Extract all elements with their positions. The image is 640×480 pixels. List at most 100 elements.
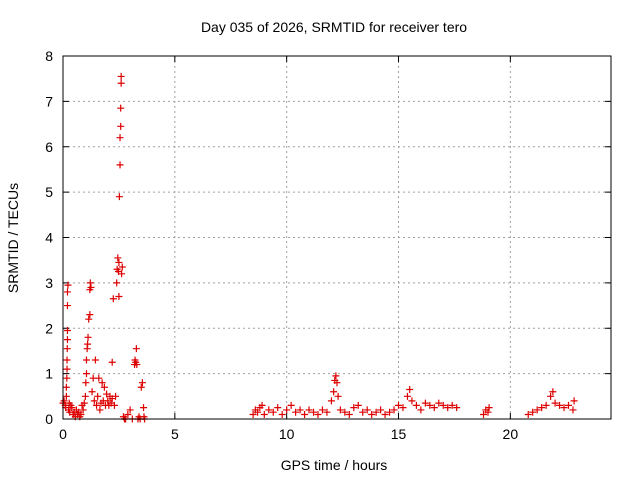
- y-tick-label: 6: [45, 139, 53, 155]
- data-point: [430, 404, 438, 412]
- data-point: [117, 122, 125, 130]
- chart-title: Day 035 of 2026, SRMTID for receiver ter…: [201, 19, 467, 35]
- data-point: [118, 263, 126, 271]
- data-point: [310, 408, 318, 416]
- data-point: [63, 327, 71, 335]
- data-point: [333, 379, 341, 387]
- data-point: [372, 408, 380, 416]
- data-point: [82, 356, 90, 364]
- data-point: [549, 388, 557, 396]
- plot-frame: [62, 55, 612, 420]
- data-point: [448, 401, 456, 409]
- y-tick-label: 0: [45, 411, 53, 427]
- y-tick-label: 3: [45, 275, 53, 291]
- data-point: [81, 392, 89, 400]
- data-point: [133, 361, 141, 369]
- data-point: [140, 404, 148, 412]
- data-point: [68, 404, 76, 412]
- data-point: [406, 386, 414, 394]
- data-point: [421, 399, 429, 407]
- data-point: [314, 410, 322, 418]
- data-point: [116, 134, 124, 142]
- axis-ticks: 0 5 10 15 20 0 1 2 3 4 5 6 7 8: [45, 48, 611, 442]
- data-point: [377, 406, 385, 414]
- data-point: [60, 397, 68, 405]
- data-point: [439, 401, 447, 409]
- data-point: [94, 392, 102, 400]
- data-point: [98, 379, 106, 387]
- data-point: [569, 406, 577, 414]
- data-point: [292, 408, 300, 416]
- data-point: [296, 406, 304, 414]
- data-point: [381, 410, 389, 418]
- data-point: [274, 404, 282, 412]
- data-point: [115, 193, 123, 201]
- data-point: [132, 345, 140, 353]
- data-point: [570, 397, 578, 405]
- x-tick-label: 15: [391, 426, 407, 442]
- data-point: [336, 406, 344, 414]
- data-point: [327, 397, 335, 405]
- data-point: [330, 388, 338, 396]
- y-tick-label: 2: [45, 320, 53, 336]
- data-point: [560, 404, 568, 412]
- data-point: [124, 410, 132, 418]
- data-point: [412, 401, 420, 409]
- data-point: [278, 410, 286, 418]
- data-point: [88, 388, 96, 396]
- data-point: [287, 401, 295, 409]
- data-point: [117, 104, 125, 112]
- data-point: [84, 333, 92, 341]
- data-point: [110, 401, 118, 409]
- data-point: [386, 408, 394, 416]
- data-point: [258, 401, 266, 409]
- data-point: [305, 406, 313, 414]
- y-axis-label: SRMTID / TECUs: [5, 183, 21, 293]
- data-point: [341, 408, 349, 416]
- data-point: [113, 279, 121, 287]
- data-point: [63, 365, 71, 373]
- data-point: [77, 410, 85, 418]
- data-point: [318, 406, 326, 414]
- data-point: [109, 295, 117, 303]
- data-point: [403, 392, 411, 400]
- data-point: [63, 336, 71, 344]
- data-point: [444, 404, 452, 412]
- data-point: [265, 406, 273, 414]
- data-point: [323, 408, 331, 416]
- data-point: [91, 356, 99, 364]
- data-point: [117, 79, 125, 87]
- y-tick-label: 8: [45, 48, 53, 64]
- data-point: [435, 399, 443, 407]
- x-axis-label: GPS time / hours: [281, 457, 388, 473]
- data-point: [82, 379, 90, 387]
- data-point: [368, 410, 376, 418]
- data-point: [533, 406, 541, 414]
- data-point: [112, 392, 120, 400]
- data-point: [80, 399, 88, 407]
- data-point: [62, 383, 70, 391]
- data-point: [529, 408, 537, 416]
- data-point: [96, 406, 104, 414]
- data-point: [254, 408, 262, 416]
- data-point: [408, 397, 416, 405]
- data-point: [79, 406, 87, 414]
- data-point: [484, 408, 492, 416]
- x-tick-label: 10: [279, 426, 295, 442]
- data-point: [332, 372, 340, 380]
- data-point: [538, 404, 546, 412]
- data-point: [524, 410, 532, 418]
- data-point: [334, 392, 342, 400]
- data-point: [359, 408, 367, 416]
- data-point: [556, 401, 564, 409]
- data-point: [565, 401, 573, 409]
- data-point: [115, 258, 123, 266]
- data-point: [108, 358, 116, 366]
- data-point: [301, 410, 309, 418]
- y-tick-label: 5: [45, 184, 53, 200]
- data-point: [547, 392, 555, 400]
- y-tick-label: 4: [45, 230, 53, 246]
- data-point: [399, 404, 407, 412]
